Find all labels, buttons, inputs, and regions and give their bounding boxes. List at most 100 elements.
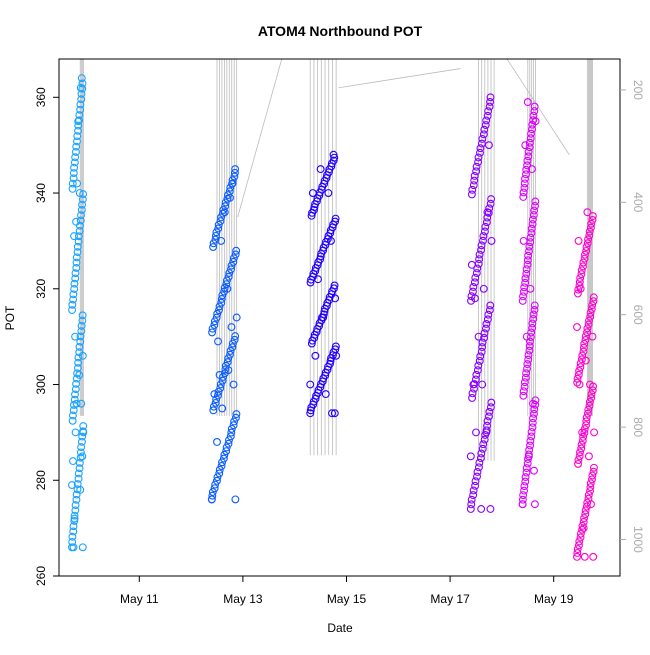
data-point [586,487,594,495]
data-point [528,418,537,427]
data-point [74,126,83,135]
data-point [483,421,491,430]
data-point [69,295,78,304]
y2-tick-label: 400 [631,192,645,212]
data-point [76,453,85,462]
data-point [74,358,83,367]
data-point [329,150,338,159]
data-point [574,236,583,245]
data-point [221,198,230,207]
data-point [330,409,339,418]
data-point [307,403,316,412]
data-point [474,332,483,341]
data-point [574,285,583,294]
data-point [210,484,219,493]
data-point [525,242,534,251]
data-point [580,250,589,259]
data-point [474,463,483,472]
data-point [587,305,596,313]
data-point [69,457,77,466]
data-point [472,370,481,379]
data-point [581,336,590,344]
data-point [208,328,217,337]
data-point [212,228,221,237]
data-point [476,148,484,157]
data-point [573,378,582,387]
data-point [527,129,535,138]
data-point [215,306,223,315]
data-point [576,448,584,457]
data-point [214,220,223,229]
chart-title: ATOM4 Northbound POT [258,23,423,39]
data-point [579,343,588,352]
data-point [522,165,531,174]
x-tick-label: May 11 [120,592,159,606]
data-point [576,529,585,538]
data-point [485,412,493,421]
data-point [73,485,82,494]
data-point [586,308,595,317]
data-point [74,237,83,246]
data-point [68,184,77,193]
data-point [70,163,79,172]
data-point [78,432,87,441]
data-point [527,432,536,441]
data-point [71,332,80,341]
data-point [589,463,598,472]
data-point [582,421,590,430]
data-point [529,111,538,120]
data-point [582,246,591,255]
data-point [585,316,593,325]
data-point [208,324,217,333]
data-point [478,444,487,453]
data-point [211,480,220,489]
data-point [475,250,484,259]
data-point [519,287,528,296]
y2-tick-label: 600 [631,305,645,325]
data-point [76,337,85,346]
data-point [68,300,77,309]
data-point [68,411,77,420]
data-point [528,125,536,134]
data-point [221,365,230,374]
data-point [214,337,222,346]
data-point [466,452,475,461]
data-point [210,390,219,399]
data-point [580,428,589,437]
data-point [482,324,490,333]
data-point [75,458,84,467]
secondary-lines [79,58,593,461]
data-point [311,351,320,360]
data-point [473,264,482,273]
data-point [530,500,539,509]
y-tick-label: 340 [34,183,48,203]
data-point [521,141,530,150]
data-point [76,100,85,109]
data-point [71,385,80,394]
data-point [215,465,224,474]
data-point [585,397,594,406]
data-point [486,505,495,513]
data-point [468,185,477,194]
data-point [520,486,529,495]
data-point [212,395,221,404]
data-point [226,350,234,359]
data-point [521,274,530,283]
data-point [213,473,222,482]
data-point [526,436,535,445]
data-point [530,102,539,111]
data-point [530,409,538,418]
data-point [478,380,487,389]
data-point [477,505,486,513]
data-point [481,121,490,130]
data-point [527,165,536,174]
data-point [214,391,222,400]
data-point [590,428,599,437]
data-point [583,208,592,217]
data-point [68,416,77,425]
data-point [216,380,225,389]
data-point [580,514,589,523]
data-point [520,179,529,188]
data-point [520,283,529,292]
data-point [220,450,229,459]
